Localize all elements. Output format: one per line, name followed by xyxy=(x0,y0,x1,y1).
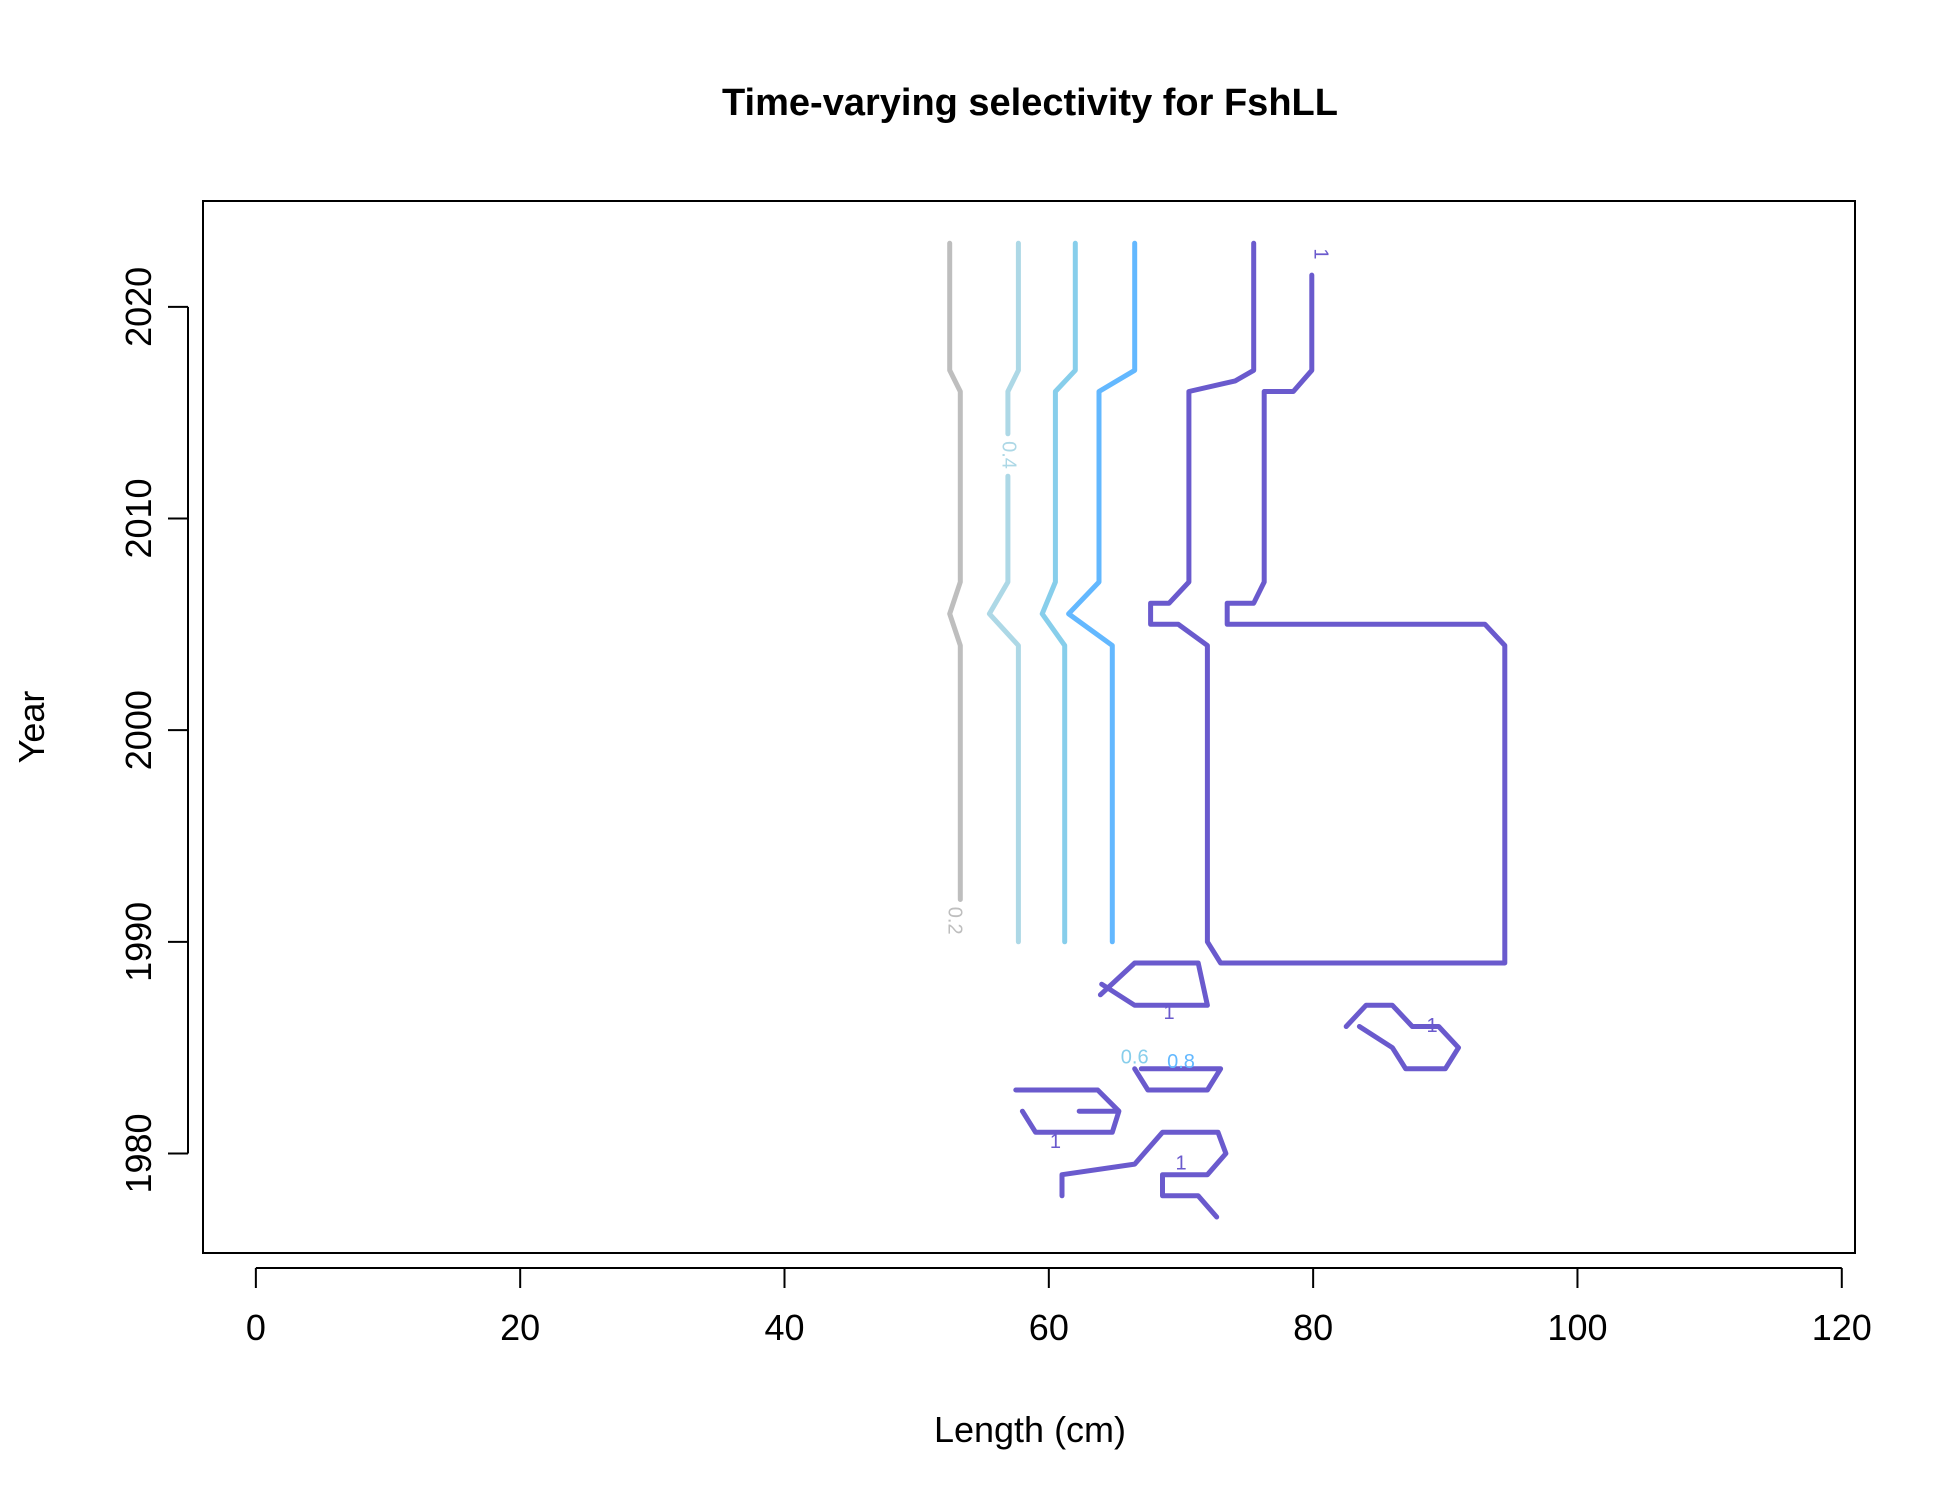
y-axis-label: Year xyxy=(11,691,52,764)
contour-label: 1 xyxy=(1427,1015,1438,1037)
y-tick-label: 1990 xyxy=(118,902,159,982)
contour-label: 1 xyxy=(1310,248,1332,259)
contour-label: 0.2 xyxy=(943,907,965,935)
x-axis: 0 20 40 60 80 100 120 xyxy=(246,1267,1872,1348)
contour-line-1 xyxy=(1097,960,1210,1008)
contour-labels: 0.2 0.4 0.6 0.8 1 1 1 1 1 xyxy=(943,248,1437,1174)
y-tick-label: 1980 xyxy=(118,1113,159,1193)
x-tick-label: 40 xyxy=(764,1307,804,1348)
contour-label: 1 xyxy=(1175,1152,1186,1174)
contour-label: 0.6 xyxy=(1121,1047,1149,1069)
chart-title: Time-varying selectivity for FshLL xyxy=(722,82,1338,124)
contour-lines xyxy=(947,240,1508,1220)
x-tick-label: 80 xyxy=(1293,1307,1333,1348)
contour-label: 1 xyxy=(1050,1131,1061,1153)
x-tick-label: 20 xyxy=(500,1307,540,1348)
y-tick-label: 2000 xyxy=(118,690,159,770)
contour-line-1 xyxy=(1132,1066,1224,1093)
contour-line-1 xyxy=(1059,1129,1229,1220)
y-tick-label: 2020 xyxy=(118,267,159,347)
contour-line-1 xyxy=(1148,240,1508,966)
contour-line-0.6 xyxy=(1039,240,1078,945)
contour-line-0.4 xyxy=(986,473,1021,945)
y-tick-label: 2010 xyxy=(118,478,159,558)
x-axis-label: Length (cm) xyxy=(934,1409,1126,1450)
contour-label: 1 xyxy=(1164,1002,1175,1024)
contour-line-0.8 xyxy=(1066,240,1138,945)
plot-area xyxy=(202,200,1856,1254)
x-tick-label: 100 xyxy=(1547,1307,1607,1348)
contour-label: 0.8 xyxy=(1167,1051,1195,1073)
contour-line-0.2 xyxy=(947,240,963,902)
x-tick-label: 120 xyxy=(1812,1307,1872,1348)
contour-label: 0.4 xyxy=(998,441,1020,469)
contour-line-1 xyxy=(1343,1002,1461,1072)
x-tick-label: 60 xyxy=(1029,1307,1069,1348)
x-tick-label: 0 xyxy=(246,1307,266,1348)
contour-line-1 xyxy=(1013,1087,1122,1135)
y-axis: 1980 1990 2000 2010 2020 xyxy=(118,267,189,1194)
contour-line-0.4 xyxy=(1005,240,1021,437)
